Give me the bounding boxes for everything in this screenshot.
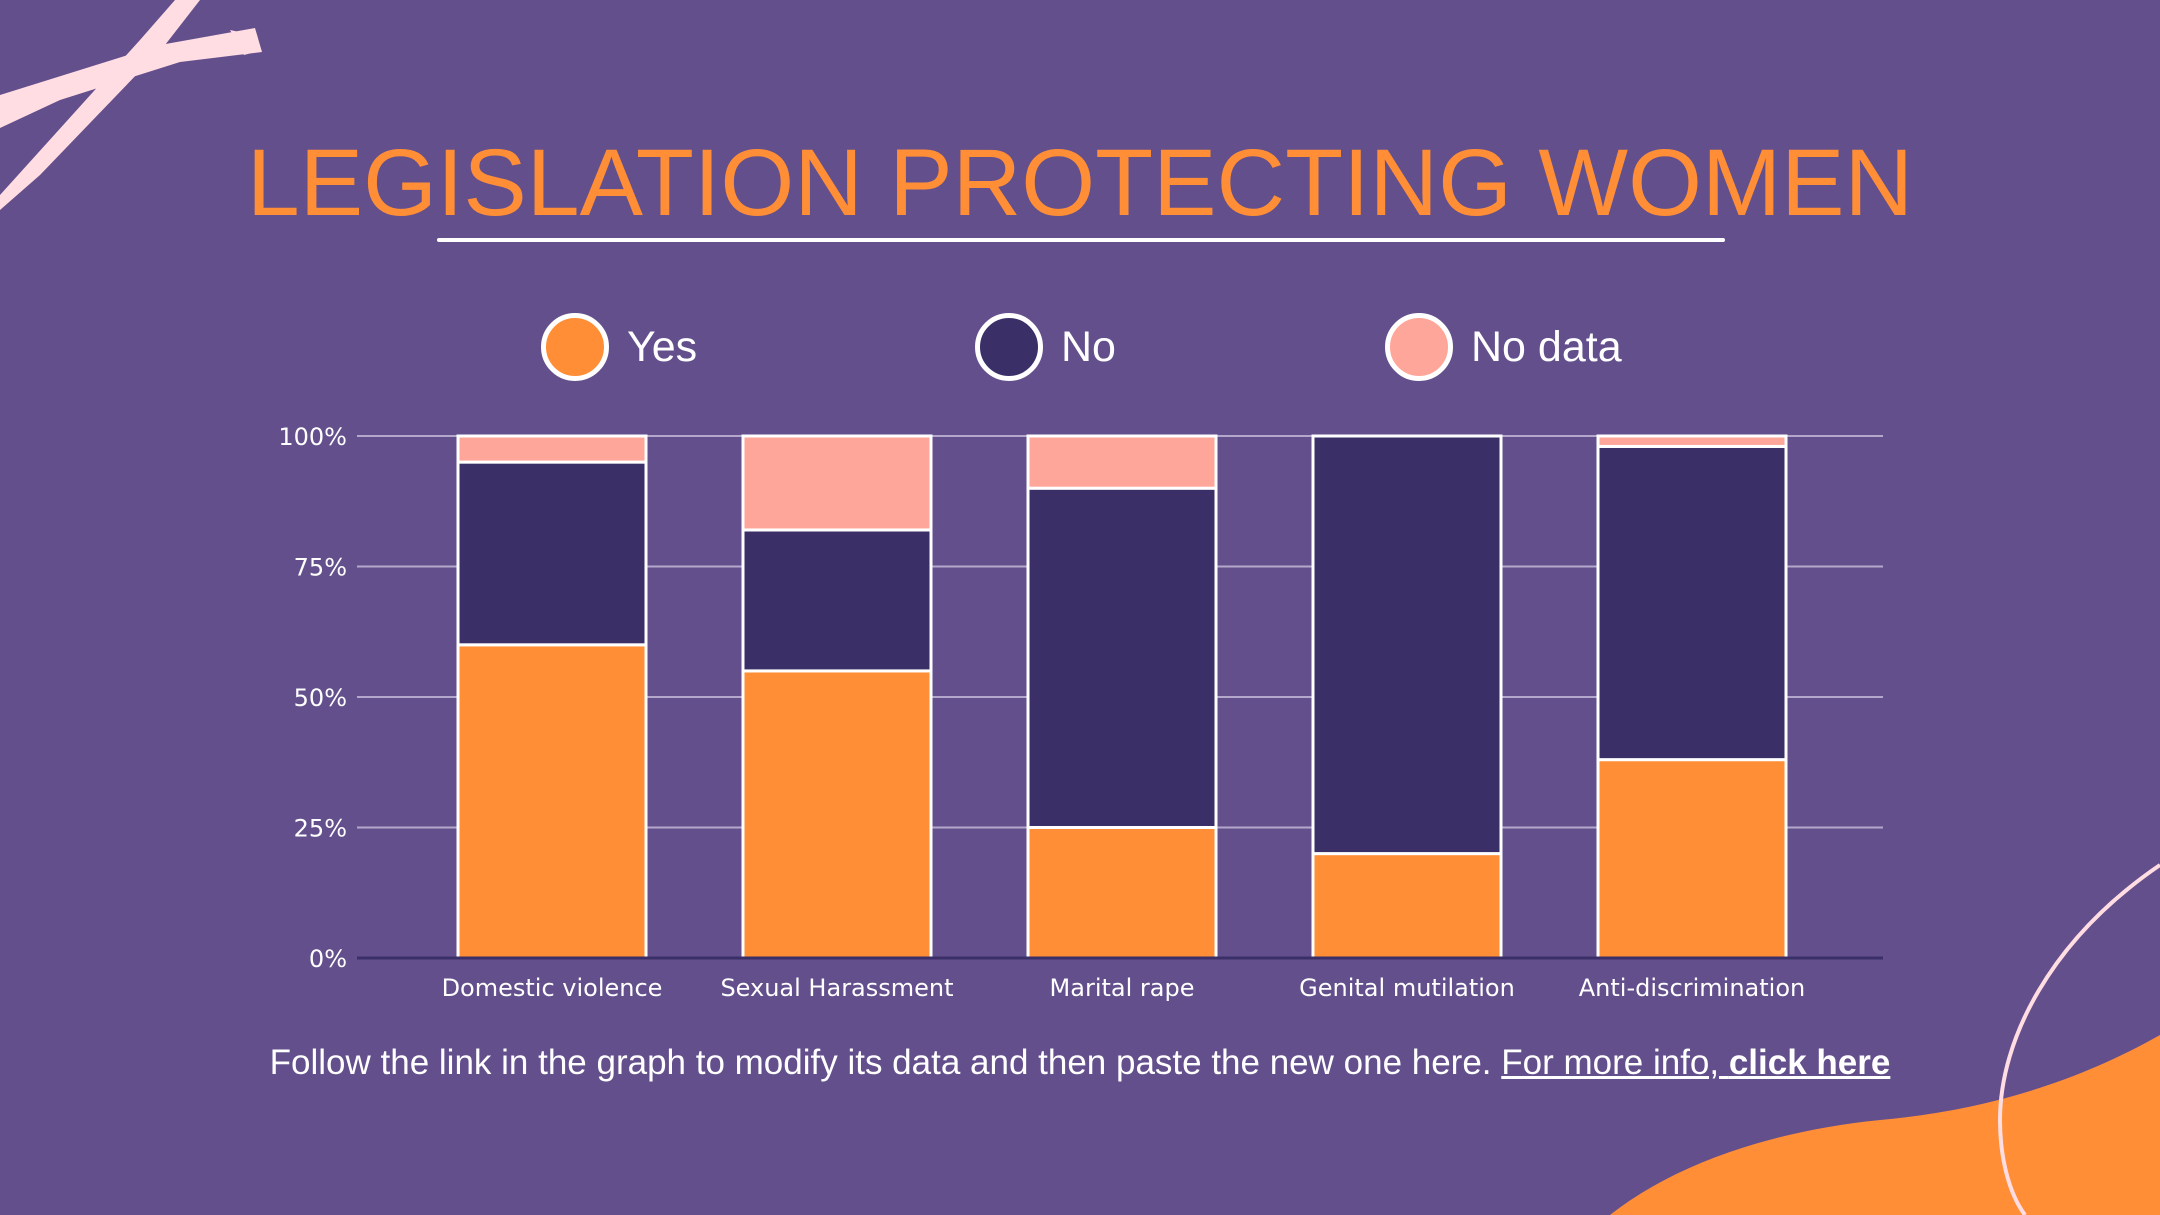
- bar-no-data-1[interactable]: [741, 434, 933, 532]
- bar-yes-0[interactable]: [456, 643, 648, 960]
- legend-swatch-no: [975, 313, 1043, 381]
- more-info-link-prefix: For more info,: [1501, 1043, 1729, 1082]
- bar-no-data-0[interactable]: [456, 434, 648, 464]
- legend-label-yes: Yes: [627, 322, 698, 371]
- x-tick-label: Domestic violence: [442, 974, 663, 1002]
- x-tick-label: Anti-discrimination: [1579, 974, 1805, 1002]
- footer-text: Follow the link in the graph to modify i…: [269, 1043, 1502, 1082]
- orange-wave-decoration: [1610, 1035, 2160, 1215]
- y-tick-label: 50%: [294, 684, 347, 712]
- y-tick-label: 25%: [294, 815, 347, 843]
- title-underline: [437, 238, 1725, 242]
- bar-yes-4[interactable]: [1596, 758, 1788, 960]
- axes: 0% 25% 50% 75% 100% Domestic violence Sexual H…: [278, 423, 1883, 1002]
- legend-swatch-no-data: [1385, 313, 1453, 381]
- x-tick-label: Marital rape: [1050, 974, 1195, 1002]
- bar-yes-1[interactable]: [741, 669, 933, 960]
- y-tick-label: 75%: [294, 554, 347, 582]
- y-tick-label: 100%: [278, 423, 347, 451]
- bars[interactable]: [456, 434, 1788, 960]
- bar-yes-3[interactable]: [1311, 852, 1503, 960]
- y-tick-label: 0%: [309, 945, 347, 973]
- bar-no-0[interactable]: [456, 460, 648, 647]
- click-here-link[interactable]: click here: [1728, 1043, 1891, 1082]
- bar-no-data-2[interactable]: [1026, 434, 1218, 490]
- bar-no-4[interactable]: [1596, 444, 1788, 762]
- bar-yes-2[interactable]: [1026, 826, 1218, 960]
- bar-no-data-4[interactable]: [1596, 434, 1788, 448]
- x-tick-label: Sexual Harassment: [720, 974, 953, 1002]
- bar-no-2[interactable]: [1026, 486, 1218, 829]
- more-info-link[interactable]: For more info, click here: [1501, 1043, 1890, 1082]
- curve-line-decoration: [1997, 863, 2160, 1215]
- legend-item-no-data: No data: [1385, 312, 1622, 382]
- x-tick-label: Genital mutilation: [1299, 974, 1515, 1002]
- legend-item-no: No: [975, 312, 1116, 382]
- legend-label-no: No: [1061, 322, 1116, 371]
- legend-item-yes: Yes: [541, 312, 697, 382]
- footer-note: Follow the link in the graph to modify i…: [0, 1043, 2160, 1083]
- bar-no-1[interactable]: [741, 528, 933, 673]
- legend-swatch-yes: [541, 313, 609, 381]
- bar-no-3[interactable]: [1311, 434, 1503, 856]
- legend-label-no-data: No data: [1471, 322, 1622, 371]
- page-title: LEGISLATION PROTECTING WOMEN: [246, 130, 1914, 236]
- brush-x-decoration: [0, 0, 262, 210]
